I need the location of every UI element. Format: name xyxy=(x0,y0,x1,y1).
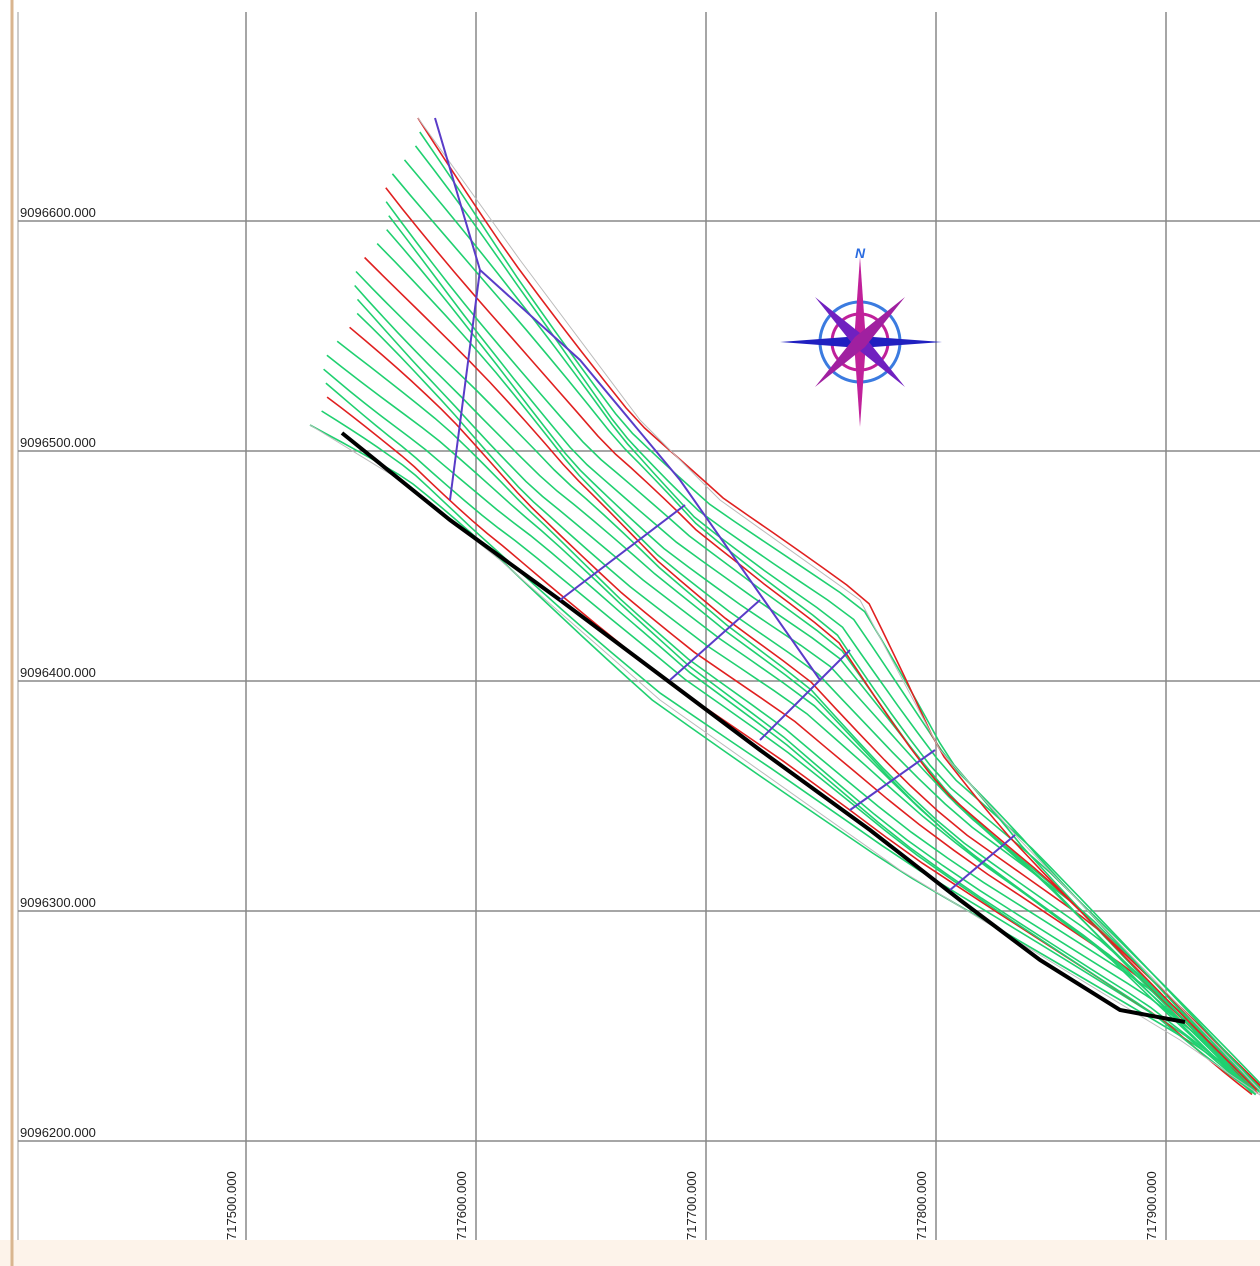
bottom-band xyxy=(0,1240,1260,1266)
easting-label: 717600.000 xyxy=(454,1171,469,1240)
northing-label: 9096300.000 xyxy=(20,895,96,910)
northing-label: 9096400.000 xyxy=(20,665,96,680)
easting-label: 717500.000 xyxy=(224,1171,239,1240)
easting-label: 717700.000 xyxy=(684,1171,699,1240)
northing-label: 9096500.000 xyxy=(20,435,96,450)
map: 717500.000 717600.000 717700.000 717800.000… xyxy=(0,0,1260,1266)
background xyxy=(0,0,1260,1266)
easting-label: 717900.000 xyxy=(1144,1171,1159,1240)
compass-label: N xyxy=(855,245,866,261)
northing-label: 9096200.000 xyxy=(20,1125,96,1140)
easting-label: 717800.000 xyxy=(914,1171,929,1240)
northing-label: 9096600.000 xyxy=(20,205,96,220)
